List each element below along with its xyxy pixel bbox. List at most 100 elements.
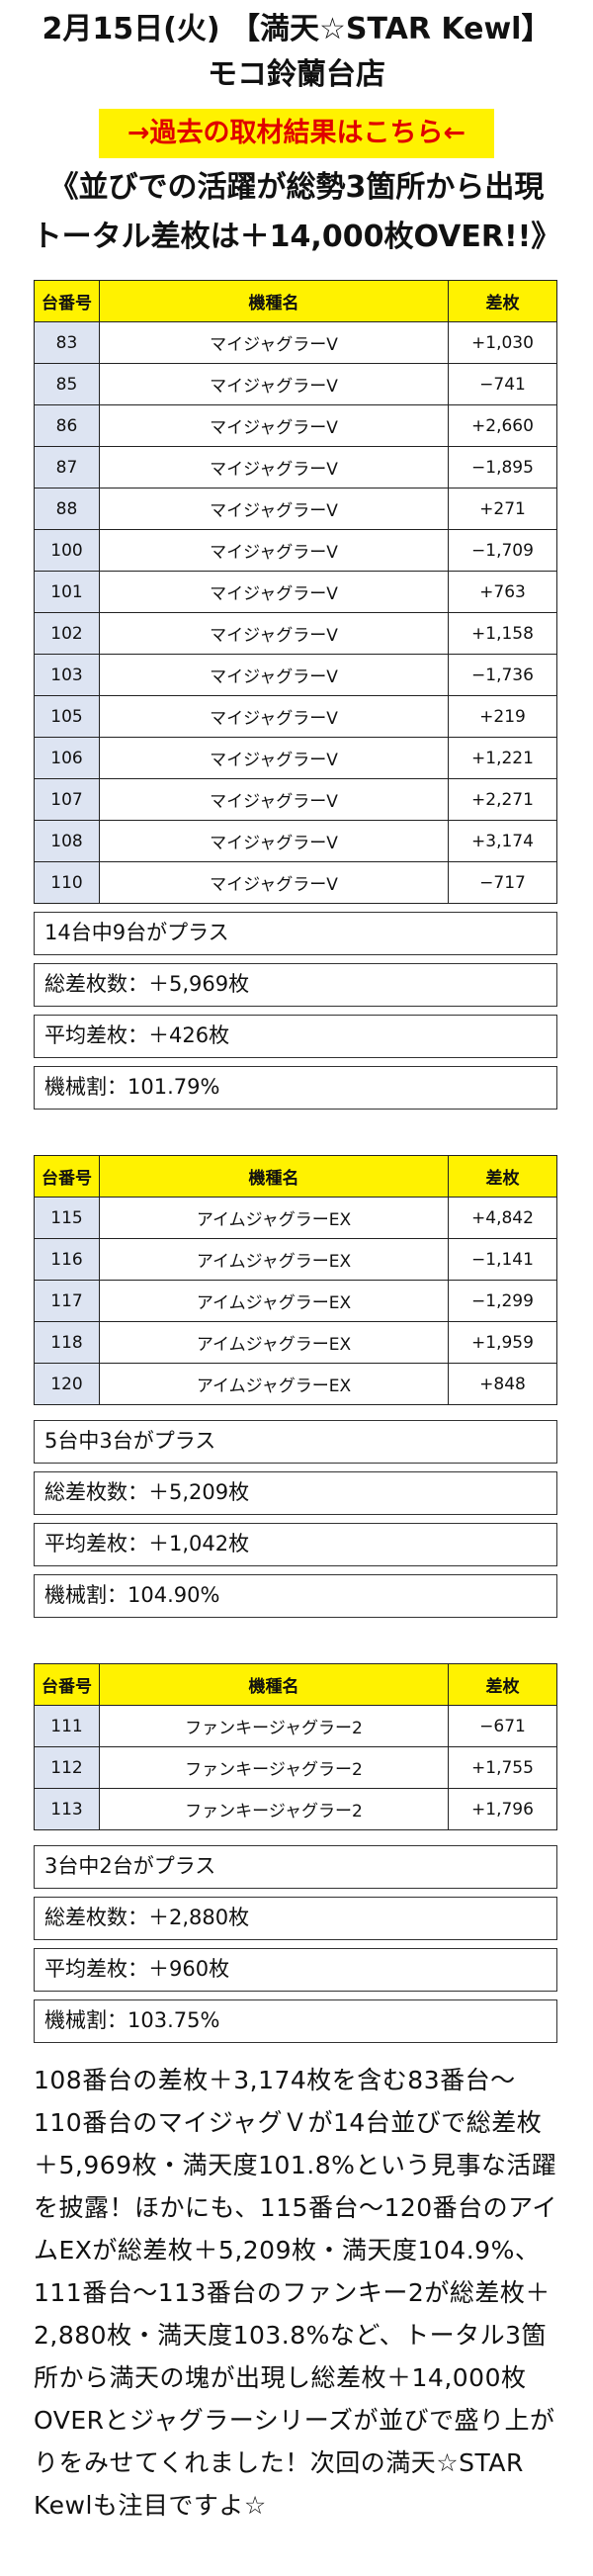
payout-rate-summary: 機械割：104.90% xyxy=(34,1574,557,1618)
cell-diff: +1,221 xyxy=(448,737,557,779)
average-diff-summary: 平均差枚：＋1,042枚 xyxy=(34,1523,557,1566)
table-row: 83 マイジャグラーV +1,030 xyxy=(34,321,557,364)
table-row: 120 アイムジャグラーEX +848 xyxy=(34,1363,557,1405)
cell-name: マイジャグラーV xyxy=(99,820,449,862)
table-row: 88 マイジャグラーV +271 xyxy=(34,488,557,530)
cell-name: ファンキージャグラー2 xyxy=(99,1788,449,1830)
table-row: 106 マイジャグラーV +1,221 xyxy=(34,737,557,779)
past-results-link[interactable]: →過去の取材結果はこちら← xyxy=(99,109,494,158)
cell-name: ファンキージャグラー2 xyxy=(99,1705,449,1747)
table-row: 112 ファンキージャグラー2 +1,755 xyxy=(34,1746,557,1789)
cell-diff: +1,158 xyxy=(448,612,557,655)
table-row: 103 マイジャグラーV −1,736 xyxy=(34,654,557,696)
cell-name: マイジャグラーV xyxy=(99,778,449,821)
col-header-diff: 差枚 xyxy=(448,280,557,322)
event-title: 2月15日(火) 【満天☆STAR Kewl】 xyxy=(42,12,551,46)
payout-rate-summary: 機械割：103.75% xyxy=(34,1999,557,2043)
cell-diff: −671 xyxy=(448,1705,557,1747)
col-header-name: 機種名 xyxy=(99,280,449,322)
total-diff-summary: 総差枚数：＋2,880枚 xyxy=(34,1897,557,1940)
cell-name: アイムジャグラーEX xyxy=(99,1280,449,1322)
cell-num: 103 xyxy=(34,654,100,696)
table-row: 108 マイジャグラーV +3,174 xyxy=(34,820,557,862)
col-header-num: 台番号 xyxy=(34,1663,100,1706)
cell-diff: +1,796 xyxy=(448,1788,557,1830)
cell-diff: +1,030 xyxy=(448,321,557,364)
article-body-text: 108番台の差枚＋3,174枚を含む83番台〜110番台のマイジャグＶが14台並… xyxy=(34,2066,557,2520)
cell-diff: +271 xyxy=(448,488,557,530)
cell-num: 87 xyxy=(34,446,100,489)
cell-name: マイジャグラーV xyxy=(99,404,449,447)
total-diff-summary: 総差枚数：＋5,209枚 xyxy=(34,1471,557,1515)
cell-diff: +848 xyxy=(448,1363,557,1405)
table-header-row: 台番号 機種名 差枚 xyxy=(34,280,557,322)
cell-diff: +3,174 xyxy=(448,820,557,862)
headline-line-1: 《並びでの活躍が総勢3箇所から出現 xyxy=(48,170,545,205)
total-diff-summary: 総差枚数：＋5,969枚 xyxy=(34,963,557,1007)
cell-name: マイジャグラーV xyxy=(99,363,449,405)
table-row: 118 アイムジャグラーEX +1,959 xyxy=(34,1321,557,1364)
cell-num: 111 xyxy=(34,1705,100,1747)
cell-num: 100 xyxy=(34,529,100,572)
cell-num: 120 xyxy=(34,1363,100,1405)
col-header-num: 台番号 xyxy=(34,280,100,322)
table-row: 113 ファンキージャグラー2 +1,796 xyxy=(34,1788,557,1830)
table-row: 117 アイムジャグラーEX −1,299 xyxy=(34,1280,557,1322)
col-header-name: 機種名 xyxy=(99,1663,449,1706)
cell-name: マイジャグラーV xyxy=(99,321,449,364)
cell-name: アイムジャグラーEX xyxy=(99,1197,449,1239)
average-diff-summary: 平均差枚：＋960枚 xyxy=(34,1948,557,1992)
table-row: 107 マイジャグラーV +2,271 xyxy=(34,778,557,821)
results-table-im-juggler: 台番号 機種名 差枚 115 アイムジャグラーEX +4,842 116 アイムジャグ… xyxy=(34,1155,557,1405)
cell-num: 118 xyxy=(34,1321,100,1364)
results-table-my-juggler: 台番号 機種名 差枚 83 マイジャグラーV +1,030 85 マイジャグラーV −7… xyxy=(34,280,557,904)
cell-name: アイムジャグラーEX xyxy=(99,1363,449,1405)
cell-diff: +2,271 xyxy=(448,778,557,821)
cell-diff: −717 xyxy=(448,861,557,904)
table-row: 105 マイジャグラーV +219 xyxy=(34,695,557,738)
cell-num: 112 xyxy=(34,1746,100,1789)
col-header-diff: 差枚 xyxy=(448,1155,557,1198)
cell-num: 110 xyxy=(34,861,100,904)
cell-diff: +1,755 xyxy=(448,1746,557,1789)
plus-count-summary: 3台中2台がプラス xyxy=(34,1845,557,1889)
cell-num: 83 xyxy=(34,321,100,364)
table-row: 86 マイジャグラーV +2,660 xyxy=(34,404,557,447)
cell-diff: −1,736 xyxy=(448,654,557,696)
cell-name: マイジャグラーV xyxy=(99,695,449,738)
cell-num: 116 xyxy=(34,1238,100,1281)
store-name: モコ鈴蘭台店 xyxy=(208,57,385,92)
cell-name: マイジャグラーV xyxy=(99,571,449,613)
cell-name: アイムジャグラーEX xyxy=(99,1238,449,1281)
plus-count-summary: 14台中9台がプラス xyxy=(34,912,557,955)
results-table-funky-juggler: 台番号 機種名 差枚 111 ファンキージャグラー2 −671 112 ファンキージャ… xyxy=(34,1663,557,1830)
cell-num: 86 xyxy=(34,404,100,447)
cell-num: 113 xyxy=(34,1788,100,1830)
cell-num: 117 xyxy=(34,1280,100,1322)
col-header-diff: 差枚 xyxy=(448,1663,557,1706)
cell-name: マイジャグラーV xyxy=(99,529,449,572)
cell-num: 107 xyxy=(34,778,100,821)
cell-diff: +763 xyxy=(448,571,557,613)
cell-num: 106 xyxy=(34,737,100,779)
cell-diff: +219 xyxy=(448,695,557,738)
average-diff-summary: 平均差枚：＋426枚 xyxy=(34,1015,557,1058)
cell-name: マイジャグラーV xyxy=(99,861,449,904)
cell-diff: −1,709 xyxy=(448,529,557,572)
table-row: 110 マイジャグラーV −717 xyxy=(34,861,557,904)
payout-rate-summary: 機械割：101.79% xyxy=(34,1066,557,1110)
cell-diff: +1,959 xyxy=(448,1321,557,1364)
cell-name: アイムジャグラーEX xyxy=(99,1321,449,1364)
table-row: 101 マイジャグラーV +763 xyxy=(34,571,557,613)
cell-num: 88 xyxy=(34,488,100,530)
cell-diff: −741 xyxy=(448,363,557,405)
cell-diff: +2,660 xyxy=(448,404,557,447)
cell-diff: −1,299 xyxy=(448,1280,557,1322)
cell-diff: −1,141 xyxy=(448,1238,557,1281)
table-row: 111 ファンキージャグラー2 −671 xyxy=(34,1705,557,1747)
cell-name: ファンキージャグラー2 xyxy=(99,1746,449,1789)
table-row: 85 マイジャグラーV −741 xyxy=(34,363,557,405)
table-row: 116 アイムジャグラーEX −1,141 xyxy=(34,1238,557,1281)
headline-line-2: トータル差枚は＋14,000枚OVER!!》 xyxy=(32,220,561,254)
